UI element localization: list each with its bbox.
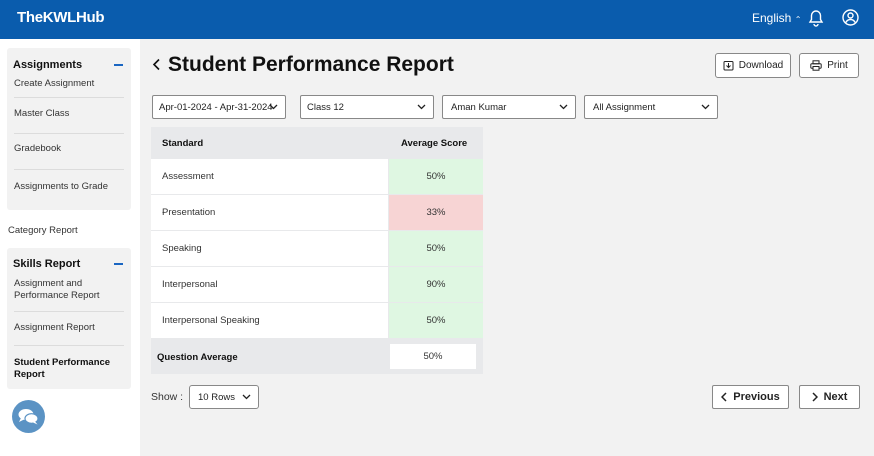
sidebar-item-student-performance-report[interactable]: Student Performance Report [14, 357, 111, 380]
divider [14, 311, 124, 312]
next-label: Next [823, 391, 848, 403]
show-label: Show : [151, 391, 184, 403]
collapse-icon[interactable] [114, 64, 123, 66]
page-title: Student Performance Report [168, 53, 454, 76]
chevron-down-icon [269, 104, 278, 110]
question-average-label: Question Average [157, 352, 238, 363]
print-label: Print [827, 60, 848, 71]
language-selector[interactable]: English ⌃ [752, 11, 801, 25]
next-button[interactable]: Next [799, 385, 860, 409]
score-cell: 50% [389, 159, 483, 194]
collapse-icon[interactable] [114, 263, 123, 265]
chevron-right-icon [812, 392, 818, 402]
skills-report-title[interactable]: Skills Report [13, 258, 81, 270]
table-row: Assessment [151, 159, 388, 194]
assignments-group: Assignments Create Assignment Master Cla… [7, 48, 131, 210]
rows-per-page-value: 10 Rows [198, 392, 235, 403]
print-button[interactable]: Print [799, 53, 859, 78]
sidebar-item-master-class[interactable]: Master Class [14, 108, 70, 119]
previous-button[interactable]: Previous [712, 385, 789, 409]
score-cell: 90% [389, 267, 483, 302]
rows-per-page-select[interactable]: 10 Rows [189, 385, 259, 409]
chevron-down-icon [242, 394, 251, 400]
chevron-down-icon [417, 104, 426, 110]
skills-report-group: Skills Report Assignment and Performance… [7, 248, 131, 389]
student-select[interactable]: Aman Kumar [442, 95, 576, 119]
sidebar: Assignments Create Assignment Master Cla… [0, 39, 140, 456]
bell-icon[interactable] [808, 9, 824, 27]
back-icon[interactable] [152, 58, 161, 71]
chevron-down-icon [701, 104, 710, 110]
download-label: Download [738, 60, 784, 71]
previous-label: Previous [733, 391, 780, 403]
score-cell: 33% [389, 195, 483, 230]
chevron-down-icon [559, 104, 568, 110]
assignment-value: All Assignment [593, 102, 656, 113]
class-value: Class 12 [307, 102, 344, 113]
divider [14, 169, 124, 170]
sidebar-item-gradebook[interactable]: Gradebook [14, 143, 62, 154]
question-average-value: 50% [390, 344, 476, 369]
score-cell: 50% [389, 231, 483, 266]
date-range-value: Apr-01-2024 - Apr-31-2024 [159, 102, 273, 113]
download-icon [723, 61, 734, 71]
standard-cell: Speaking [162, 243, 202, 254]
chevron-up-icon: ⌃ [794, 15, 802, 24]
date-range-select[interactable]: Apr-01-2024 - Apr-31-2024 [152, 95, 286, 119]
user-icon[interactable] [842, 9, 859, 26]
dash-text: - [162, 207, 166, 218]
sidebar-item-assignment-report[interactable]: Assignment Report [14, 322, 95, 333]
student-value: Aman Kumar [451, 102, 507, 113]
download-button[interactable]: Download [715, 53, 791, 78]
class-select[interactable]: Class 12 [300, 95, 434, 119]
sidebar-item-category-report[interactable]: Category Report [8, 225, 78, 236]
chat-button[interactable] [12, 400, 45, 433]
app-logo[interactable]: TheKWLHub [17, 9, 105, 26]
divider [14, 133, 124, 134]
table-row: Interpersonal [151, 267, 388, 302]
standard-cell: Interpersonal Speaking [162, 315, 260, 326]
table-row: Speaking [151, 231, 388, 266]
sidebar-item-assignments-to-grade[interactable]: Assignments to Grade [14, 181, 108, 192]
language-label: English [752, 11, 792, 25]
assignment-select[interactable]: All Assignment [584, 95, 718, 119]
score-cell: 50% [389, 303, 483, 338]
standard-cell: Assessment [162, 171, 214, 182]
assignments-title[interactable]: Assignments [13, 59, 83, 71]
sidebar-item-create-assignment[interactable]: Create Assignment [14, 78, 95, 89]
header-average-score: Average Score [401, 138, 468, 149]
printer-icon [810, 60, 822, 71]
header-standard: Standard [162, 138, 204, 149]
table-row: Presentation - [151, 195, 388, 230]
divider [14, 345, 124, 346]
sidebar-item-assignment-performance-report[interactable]: Assignment and Performance Report [14, 278, 100, 301]
performance-table: Standard Average Score Assessment 50% Pr… [151, 127, 483, 374]
top-bar: TheKWLHub English ⌃ [0, 0, 874, 39]
divider [14, 97, 124, 98]
chat-icon [18, 409, 39, 425]
standard-cell: Interpersonal [162, 279, 218, 290]
table-row: Interpersonal Speaking [151, 303, 388, 338]
chevron-left-icon [721, 392, 727, 402]
standard-cell: Presentation [162, 207, 216, 218]
